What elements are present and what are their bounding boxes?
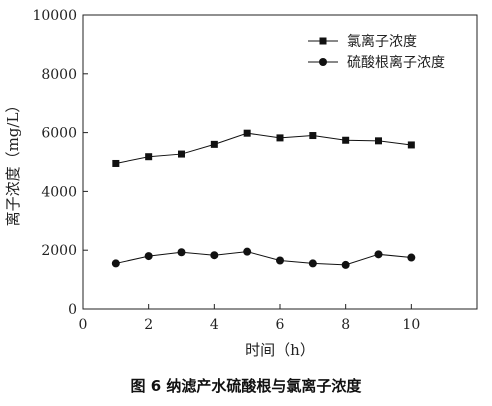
data-point bbox=[210, 251, 219, 260]
x-tick-label: 0 bbox=[79, 317, 88, 333]
series-1 bbox=[112, 129, 415, 167]
data-point bbox=[341, 260, 350, 269]
legend-marker bbox=[319, 37, 327, 45]
x-tick-label: 4 bbox=[210, 317, 219, 333]
y-tick-label: 6000 bbox=[41, 126, 77, 142]
series-line bbox=[115, 132, 412, 164]
y-tick-label: 4000 bbox=[41, 184, 77, 200]
series-2 bbox=[111, 247, 416, 269]
legend-marker bbox=[319, 58, 327, 66]
data-point bbox=[144, 252, 153, 261]
data-point bbox=[243, 247, 252, 256]
data-point bbox=[342, 136, 350, 144]
data-point bbox=[210, 140, 218, 148]
data-point bbox=[243, 129, 251, 137]
data-point bbox=[375, 137, 382, 145]
data-point bbox=[177, 248, 186, 257]
data-point bbox=[276, 256, 284, 265]
data-point bbox=[407, 253, 416, 262]
data-point bbox=[308, 259, 317, 268]
x-tick-label: 2 bbox=[144, 317, 153, 333]
y-tick-label: 0 bbox=[68, 302, 77, 318]
legend-label: 氯离子浓度 bbox=[347, 33, 417, 50]
legend-label: 硫酸根离子浓度 bbox=[347, 54, 445, 71]
data-point bbox=[111, 259, 120, 268]
data-point bbox=[276, 134, 284, 142]
figure-caption: 图 6 纳滤产水硫酸根与氯离子浓度 bbox=[130, 377, 362, 395]
data-point bbox=[309, 132, 317, 140]
data-point bbox=[407, 141, 415, 149]
x-tick-label: 10 bbox=[402, 317, 420, 333]
data-point bbox=[112, 159, 120, 167]
x-tick-label: 8 bbox=[341, 317, 350, 333]
x-axis-label: 时间（h） bbox=[245, 341, 315, 359]
legend-item: 氯离子浓度 bbox=[308, 33, 417, 50]
y-tick-label: 10000 bbox=[32, 8, 77, 24]
y-tick-label: 8000 bbox=[41, 67, 77, 83]
data-point bbox=[374, 250, 383, 259]
line-chart: 0 2 4 6 8 10 0 2000 4000 6000 8000 10000 氯离子浓度硫酸根离子… bbox=[4, 8, 478, 359]
data-point bbox=[178, 150, 185, 158]
y-axis-label: 离子浓度（mg/L） bbox=[4, 98, 22, 227]
x-tick-label: 6 bbox=[276, 317, 285, 333]
legend-item: 硫酸根离子浓度 bbox=[308, 54, 445, 71]
y-tick-label: 2000 bbox=[41, 243, 77, 259]
series-line bbox=[115, 251, 412, 266]
data-point bbox=[145, 153, 153, 161]
